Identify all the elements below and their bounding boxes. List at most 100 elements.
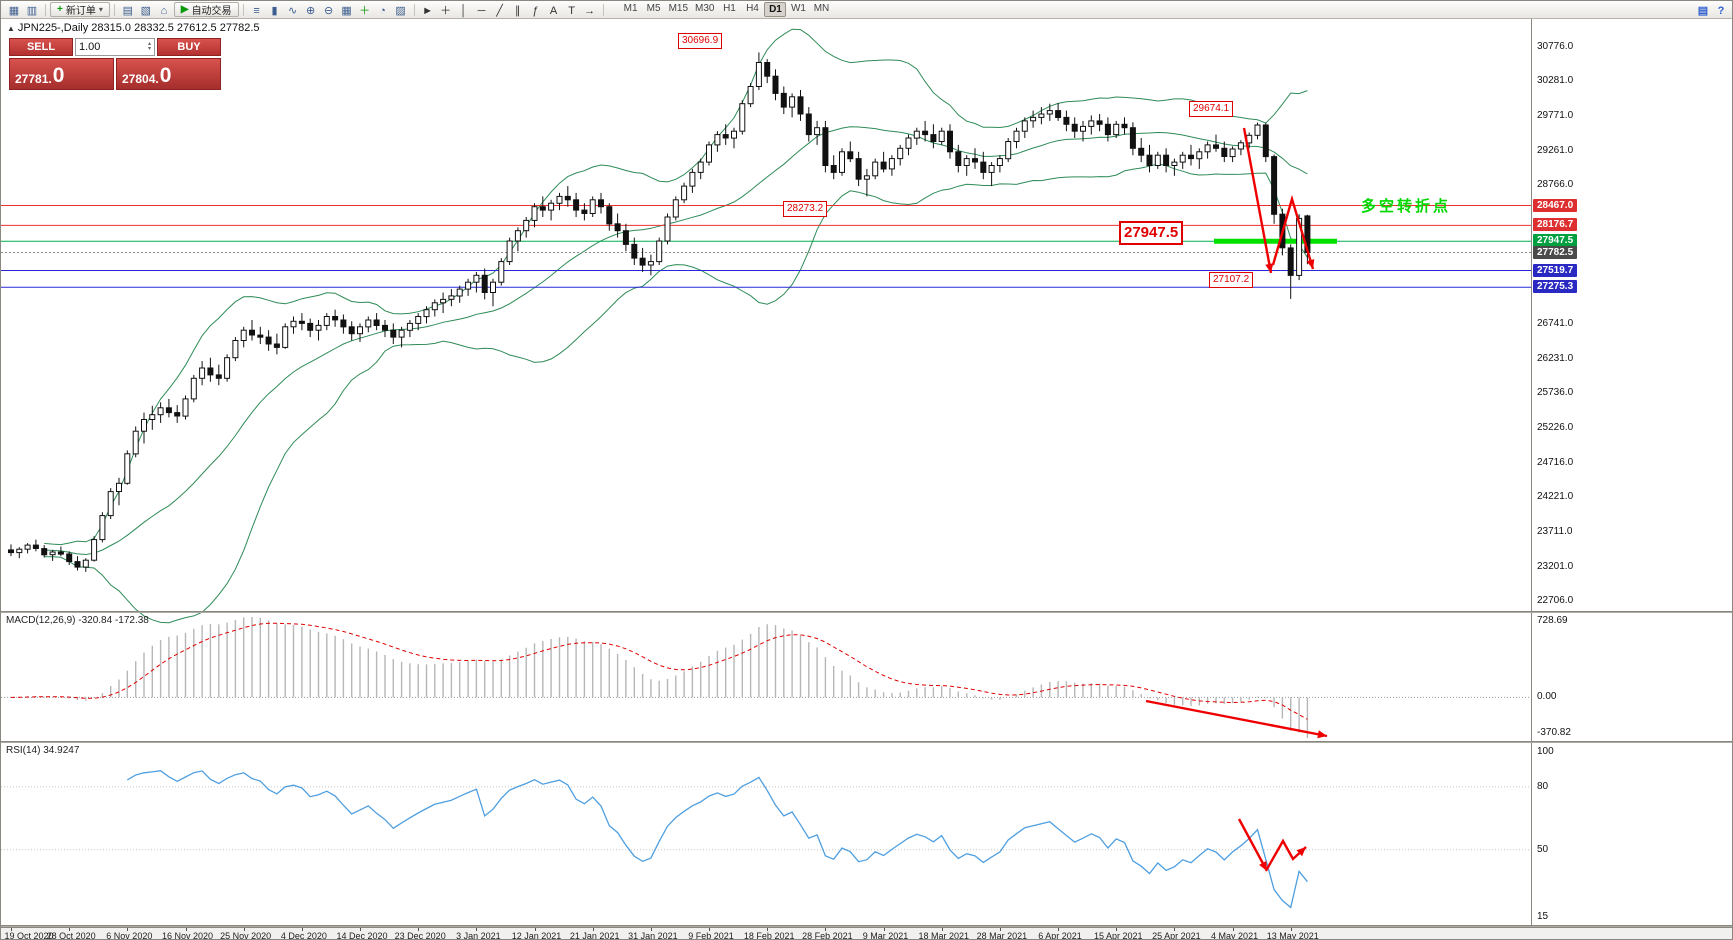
vertical-line-icon[interactable]: │ [460,4,467,17]
timeframe-m15[interactable]: M15 [668,3,689,14]
help-icon[interactable]: ? [1717,4,1725,17]
candle-body [722,134,729,139]
new-chart-icon[interactable]: ▦ [8,4,20,17]
rsi-line [126,770,1308,909]
date-axis-label: 25 Apr 2021 [1152,931,1201,940]
price-annotation-label[interactable]: 27107.2 [1209,272,1254,288]
symbol-ohlc-text: JPN225-,Daily 28315.0 28332.5 27612.5 27… [17,22,260,34]
candle-body [548,202,555,211]
date-axis-label: 28 Feb 2021 [802,931,853,940]
panel-separator[interactable] [1,611,1732,613]
candle-body [1138,147,1145,156]
data-window-icon[interactable]: ▧ [140,4,152,17]
horizontal-line-icon[interactable]: ─ [477,4,486,17]
price-tag: 27947.5 [1533,234,1578,248]
channel-icon[interactable]: ∥ [514,4,521,17]
candle-body [598,199,604,208]
candle-body [822,127,829,166]
toolbar-separator [602,3,604,16]
sell-button[interactable]: SELL [9,38,73,56]
candle-body [747,86,754,105]
candle-body [265,336,272,345]
timeframe-h4[interactable]: H4 [746,3,759,14]
chart-profiles-icon[interactable]: ▥ [26,4,38,17]
candle-body [1237,142,1244,150]
oct-collapse-icon[interactable]: ▲ [7,24,15,33]
trend-arrow-head [1259,861,1267,871]
stepper-down-icon[interactable]: ▾ [147,46,151,52]
candlestick-chart-icon[interactable]: ▮ [271,4,278,17]
candle-body [689,171,696,187]
volume-stepper[interactable]: ▴ ▾ [147,41,151,52]
buy-button[interactable]: BUY [157,38,221,56]
auto-trading-button[interactable]: ▶ 自动交易 [173,2,239,17]
candle-body [930,134,937,143]
candle-body [855,158,862,180]
panel-separator[interactable] [1,741,1732,743]
volume-input[interactable]: 1.00 ▴ ▾ [75,38,155,56]
trendline-icon[interactable]: ╱ [496,4,503,17]
candle-body [1088,120,1095,127]
timeframe-w1[interactable]: W1 [790,3,806,14]
buy-price[interactable]: 27804. 0 [116,58,221,90]
candle-body [506,240,513,263]
chart-list-icon[interactable]: ▤ [1697,4,1709,17]
templates-icon[interactable]: ▨ [395,4,406,17]
time-axis: 19 Oct 2020 28 Oct 2020 6 Nov 2020 16 Nov 2… [1,927,1732,940]
text-label-icon[interactable]: T [568,4,575,17]
candle-body [1013,130,1020,142]
timeframe-m1[interactable]: M1 [623,3,638,14]
sell-price-value: 27781. [15,72,52,86]
bar-chart-icon[interactable]: ≡ [253,4,260,17]
fibonacci-icon[interactable]: ƒ [532,4,539,17]
stepper-up-icon[interactable]: ▴ [147,41,151,47]
candle-body [805,113,812,136]
indicators-icon[interactable]: ＋ [359,4,371,17]
market-watch-icon[interactable]: ▤ [122,4,134,17]
zoom-out-icon[interactable]: ⊖ [323,4,334,17]
toolbar-separator [113,3,115,16]
candle-body [1096,120,1103,125]
timeframe-mn[interactable]: MN [813,3,830,14]
price-annotation-label[interactable]: 27947.5 [1119,221,1184,245]
new-order-button[interactable]: + 新订单 ▾ [50,2,110,17]
arrow-icon[interactable]: → [584,4,596,17]
trend-arrow[interactable] [1237,818,1269,872]
line-chart-icon[interactable]: ∿ [287,4,298,17]
date-axis-label: 28 Mar 2021 [976,931,1028,940]
candle-body [490,281,496,294]
candle-body [456,288,463,297]
timeframe-d1[interactable]: D1 [764,2,787,17]
crosshair-icon[interactable]: ＋ [440,4,452,17]
candle-body [764,62,771,77]
date-axis-label: 16 Nov 2020 [161,931,214,940]
date-axis-label: 28 Oct 2020 [46,931,96,940]
chart-canvas[interactable] [1,1,1531,940]
date-axis-label: 23 Dec 2020 [394,931,446,940]
zoom-in-icon[interactable]: ⊕ [305,4,316,17]
timeframe-m30[interactable]: M30 [695,3,715,14]
candle-body [955,151,962,167]
candle-body [589,199,596,215]
trend-arrow[interactable] [1242,127,1273,274]
price-annotation-label[interactable]: 28273.2 [783,201,828,217]
time-tick [941,928,943,931]
turning-point-note[interactable]: 多空转折点 [1361,198,1452,215]
trend-arrow[interactable] [1145,699,1328,738]
periods-icon[interactable]: ◔ [379,4,386,17]
navigator-icon[interactable]: ⌂ [160,4,168,17]
timeframe-m5[interactable]: M5 [646,3,661,14]
draw-icon-group: ► ＋ │ ─ ╱ ∥ ƒ A T → [419,1,599,19]
tile-windows-icon[interactable]: ▦ [341,4,352,17]
candle-body [1196,151,1203,160]
price-annotation-label[interactable]: 30696.9 [678,33,723,49]
cursor-icon[interactable]: ► [422,4,433,17]
timeframe-h1[interactable]: H1 [723,3,736,14]
panel-separator[interactable] [1,925,1732,927]
date-axis-label: 21 Jan 2021 [569,931,620,940]
trend-arrow[interactable] [1271,194,1315,270]
sell-price[interactable]: 27781. 0 [9,58,114,90]
text-icon[interactable]: A [549,4,558,17]
price-annotation-label[interactable]: 29674.1 [1189,101,1234,117]
trend-arrow[interactable] [1265,838,1307,870]
